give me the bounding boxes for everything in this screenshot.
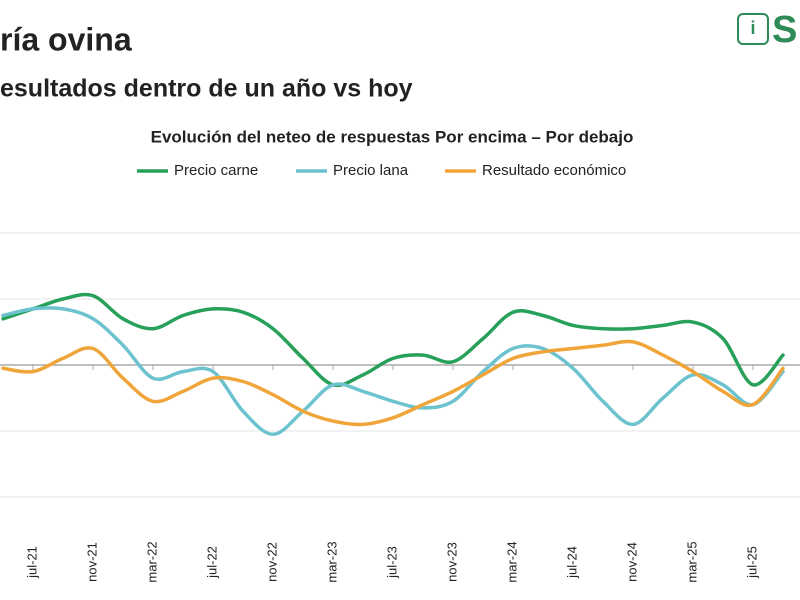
- logo-icon-letter: i: [750, 18, 755, 38]
- series-line: [1, 292, 785, 388]
- x-tick-label: mar-23: [324, 541, 339, 582]
- logo: i S: [737, 9, 797, 51]
- chart-title: Evolución del neteo de respuestas Por en…: [151, 127, 634, 146]
- series-line: [1, 339, 785, 427]
- x-tick-label: nov-21: [84, 542, 99, 582]
- x-tick-label: mar-25: [684, 541, 699, 582]
- page-subtitle: esultados dentro de un año vs hoy: [0, 75, 413, 103]
- x-tick-label: nov-22: [264, 542, 279, 582]
- series-line: [1, 306, 785, 437]
- x-tick-label: nov-24: [624, 542, 639, 582]
- x-tick-label: jul-24: [564, 546, 579, 579]
- logo-icon: [737, 13, 769, 45]
- x-tick-label: jul-22: [204, 546, 219, 579]
- x-tick-label: mar-24: [504, 541, 519, 582]
- x-tick-label: mar-22: [144, 541, 159, 582]
- legend-label: Precio lana: [333, 162, 409, 179]
- page-title: ría ovina: [0, 21, 132, 57]
- x-tick-label: nov-23: [444, 542, 459, 582]
- logo-text: S: [772, 9, 797, 51]
- x-tick-label: jul-25: [744, 546, 759, 579]
- x-tick-label: jul-23: [384, 546, 399, 579]
- legend-label: Precio carne: [174, 162, 258, 179]
- x-tick-label: jul-21: [24, 546, 39, 579]
- legend-label: Resultado económico: [482, 162, 626, 179]
